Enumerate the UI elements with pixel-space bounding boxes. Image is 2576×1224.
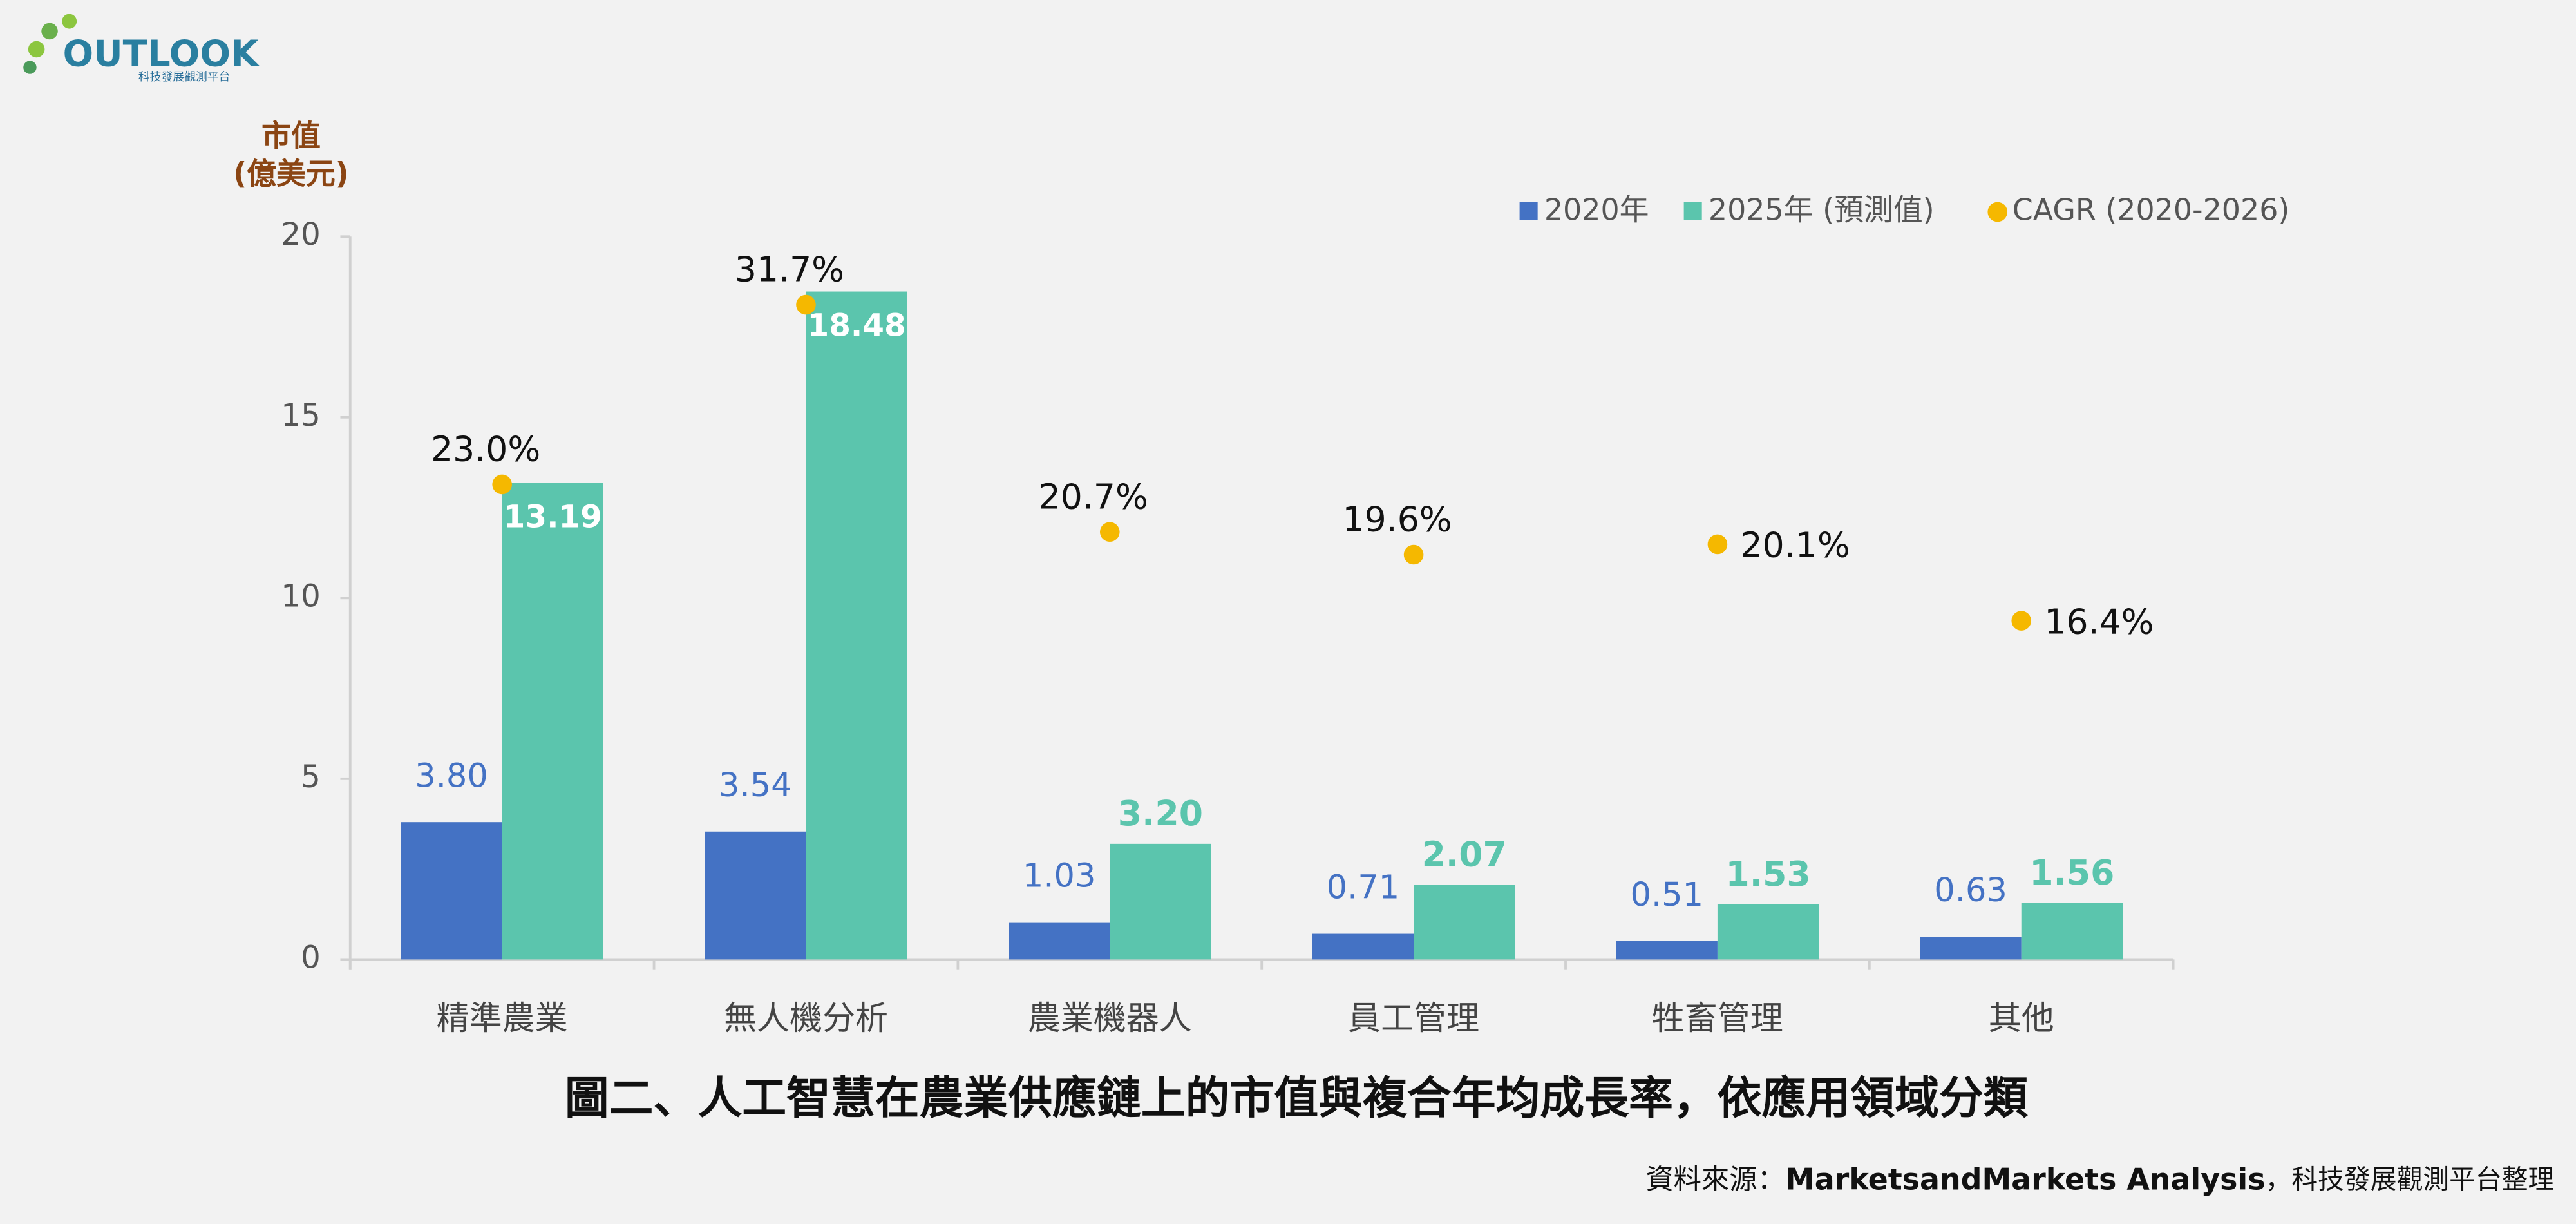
legend-swatch [1683, 202, 1702, 220]
source-suffix: ，科技發展觀測平台整理 [2266, 1164, 2555, 1195]
legend-label: 2020年 [1544, 192, 1649, 227]
legend-swatch [1519, 202, 1538, 220]
bar-value-label: 2.07 [1422, 834, 1507, 875]
bar-value-label: 3.54 [719, 767, 792, 805]
logo-dot [41, 23, 58, 40]
bar [1110, 843, 1211, 960]
source: 資料來源：MarketsandMarkets Analysis，科技發展觀測平台… [1645, 1162, 2554, 1196]
legend-label: CAGR (2020-2026) [2012, 192, 2290, 227]
bar-value-label: 1.03 [1023, 857, 1096, 895]
bar-value-label: 13.19 [504, 499, 602, 535]
y-tick-label: 0 [301, 939, 321, 975]
x-tick-label: 精準農業 [437, 1000, 568, 1038]
bar [1009, 922, 1110, 960]
logo-dot [23, 61, 37, 74]
y-axis-label: (億美元) [233, 156, 349, 191]
bar [502, 483, 603, 960]
bar [1616, 941, 1718, 960]
cagr-label: 19.6% [1343, 499, 1452, 540]
source-prefix: 資料來源： [1645, 1163, 1785, 1196]
cagr-label: 23.0% [431, 429, 540, 470]
bar-value-label: 0.71 [1327, 869, 1400, 907]
logo: OUTLOOK 科技發展觀測平台 [23, 14, 260, 84]
y-tick-label: 15 [281, 397, 321, 434]
bar [1312, 933, 1414, 960]
legend-swatch [1987, 202, 2008, 222]
bar-value-label: 0.51 [1630, 876, 1703, 914]
cagr-label: 20.7% [1039, 476, 1148, 517]
cagr-dot [796, 294, 816, 315]
logo-subtitle: 科技發展觀測平台 [138, 70, 231, 84]
y-axis-label: 市值 [261, 119, 321, 153]
cagr-dot [492, 474, 512, 495]
cagr-dot [1707, 534, 1728, 555]
x-tick-label: 無人機分析 [724, 1000, 888, 1038]
bar [1920, 937, 2022, 960]
cagr-label: 16.4% [2044, 601, 2154, 642]
caption: 圖二、人工智慧在農業供應鏈上的市值與複合年均成長率，依應用領域分類 [565, 1073, 2029, 1124]
bar [401, 822, 502, 960]
bar-value-label: 1.56 [2029, 852, 2114, 893]
bar-value-label: 1.53 [1725, 854, 1810, 894]
bar [2021, 903, 2123, 960]
y-tick-label: 10 [281, 578, 321, 614]
cagr-label: 20.1% [1741, 525, 1850, 566]
bar [806, 291, 907, 960]
legend-label: 2025年 (預測值) [1709, 192, 1935, 227]
x-tick-label: 牲畜管理 [1652, 1000, 1783, 1038]
bar [1414, 885, 1515, 960]
x-tick-label: 農業機器人 [1028, 1000, 1192, 1038]
bar [705, 831, 806, 960]
logo-dot [62, 14, 77, 29]
x-tick-label: 員工管理 [1348, 1000, 1479, 1038]
cagr-dot [1403, 544, 1424, 565]
y-tick-label: 20 [281, 216, 321, 253]
x-tick-label: 其他 [1989, 1000, 2054, 1038]
bar-value-label: 0.63 [1934, 872, 2007, 910]
bar-value-label: 18.48 [808, 308, 906, 344]
bar-value-label: 3.80 [415, 757, 488, 795]
logo-name: OUTLOOK [62, 33, 260, 75]
bar-value-label: 3.20 [1118, 793, 1203, 834]
bar [1717, 904, 1819, 960]
cagr-dot [2011, 611, 2032, 631]
cagr-dot [1099, 522, 1120, 542]
y-tick-label: 5 [301, 759, 321, 795]
cagr-label: 31.7% [735, 249, 844, 290]
logo-dot [28, 41, 45, 58]
source-org: MarketsandMarkets Analysis [1785, 1162, 2265, 1196]
